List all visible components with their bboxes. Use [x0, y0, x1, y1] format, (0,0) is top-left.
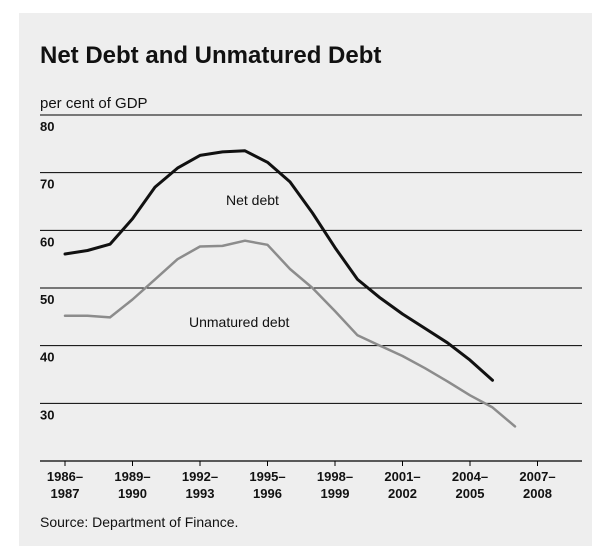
chart-panel — [19, 13, 592, 546]
y-tick-label-30: 30 — [40, 407, 54, 422]
y-axis-unit-label: per cent of GDP — [40, 95, 148, 112]
x-tick-label: 2007– 2008 — [519, 469, 555, 501]
series-lines — [63, 149, 517, 428]
x-axis-ticks: 1986– 1987 1989– 1990 1992– 1993 1995– 1996 1998… — [47, 461, 556, 501]
y-axis-ticks: 80 70 60 50 40 30 — [40, 119, 54, 422]
y-tick-label-40: 40 — [40, 350, 54, 365]
unmatured-debt-label: Unmatured debt — [189, 314, 290, 330]
y-tick-label-60: 60 — [40, 234, 54, 249]
net-debt-label: Net debt — [226, 192, 279, 208]
x-tick-label: 1989– 1990 — [114, 469, 150, 501]
chart-title: Net Debt and Unmatured Debt — [40, 42, 382, 69]
x-tick-label: 1986– 1987 — [47, 469, 83, 501]
unmatured-debt-line — [63, 239, 517, 428]
x-tick-label: 1995– 1996 — [249, 469, 285, 501]
y-tick-label-50: 50 — [40, 292, 54, 307]
source-note: Source: Department of Finance. — [40, 514, 239, 530]
y-tick-label-70: 70 — [40, 177, 54, 192]
x-tick-label: 2001– 2002 — [384, 469, 420, 501]
x-tick-label: 1998– 1999 — [317, 469, 353, 501]
series-labels: Net debt Unmatured debt — [189, 192, 290, 330]
x-tick-label: 1992– 1993 — [182, 469, 218, 501]
x-tick-label: 2004– 2005 — [452, 469, 488, 501]
net-debt-line — [63, 149, 494, 382]
y-tick-label-80: 80 — [40, 119, 54, 134]
